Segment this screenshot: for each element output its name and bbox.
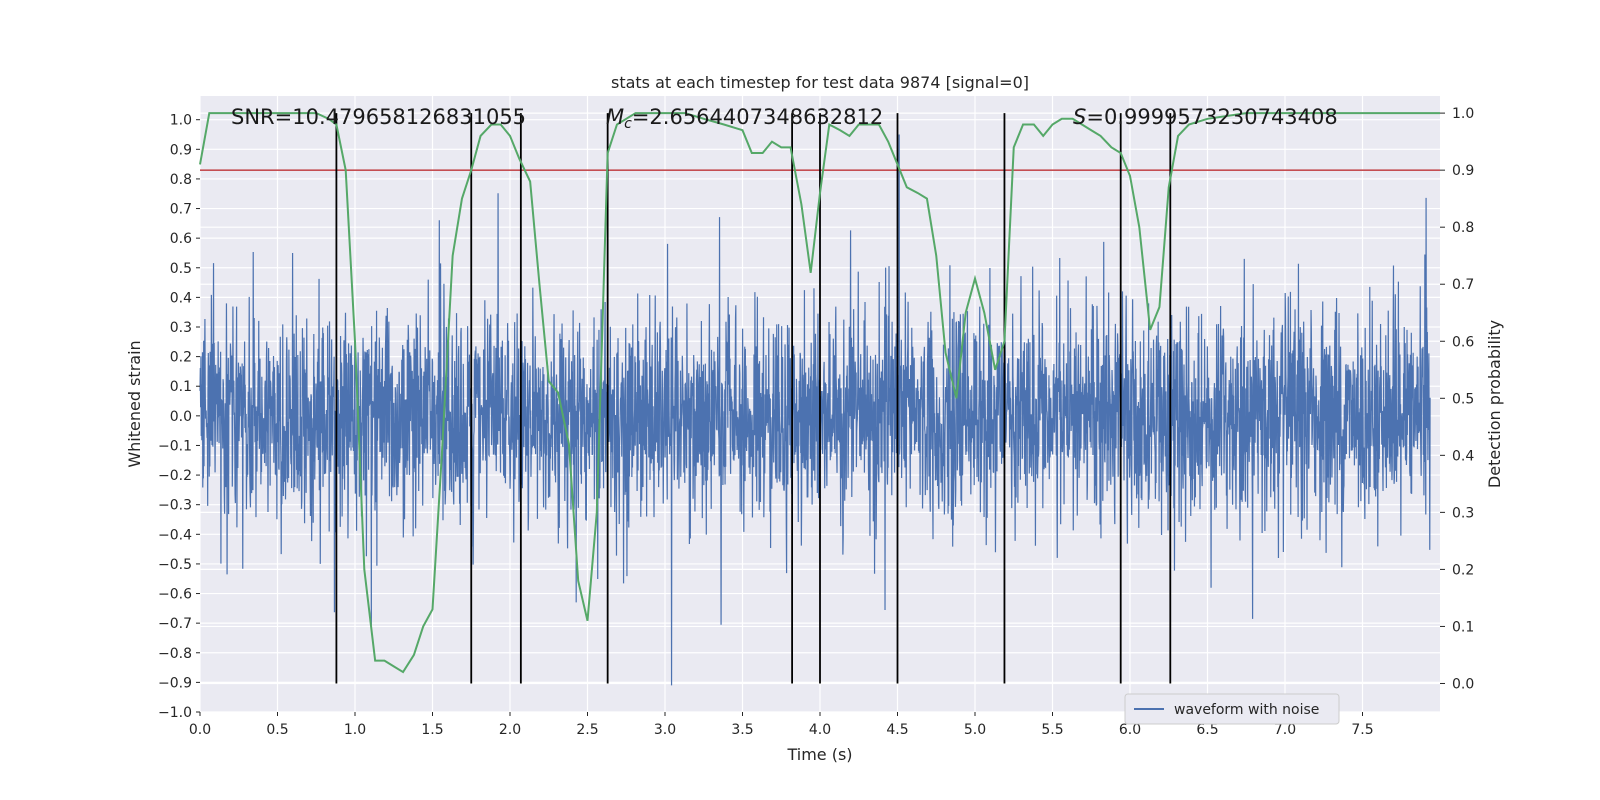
x-tick-label: 0.0 (189, 722, 211, 738)
x-tick-label: 5.5 (1041, 722, 1063, 738)
y-tick-label: 0.5 (170, 261, 192, 277)
y-tick-label: −0.8 (158, 646, 192, 662)
y-tick-label: −0.9 (158, 675, 192, 691)
y-tick-label: 0.0 (170, 409, 192, 425)
x-tick-label: 6.0 (1119, 722, 1141, 738)
y2-tick-label: 0.0 (1452, 676, 1474, 692)
x-tick-label: 0.5 (266, 722, 288, 738)
y2-tick-label: 0.2 (1452, 562, 1474, 578)
s-value: =0.9999573230743408 (1086, 105, 1337, 129)
x-tick-label: 7.5 (1351, 722, 1373, 738)
x-tick-label: 7.0 (1274, 722, 1296, 738)
chart-title: stats at each timestep for test data 987… (611, 73, 1029, 92)
y2-tick-label: 0.5 (1452, 391, 1474, 407)
y2-tick-label: 0.7 (1452, 277, 1474, 293)
x-tick-label: 3.0 (654, 722, 676, 738)
vertical-lines (335, 113, 1172, 684)
y2-tick-label: 0.9 (1452, 163, 1474, 179)
x-tick-label: 4.0 (809, 722, 831, 738)
y2-tick-label: 0.3 (1452, 505, 1474, 521)
y2-tick-label: 1.0 (1452, 106, 1474, 122)
y2-axis-label: Detection probability (1485, 320, 1504, 488)
y-tick-label: 0.3 (170, 320, 192, 336)
y-tick-label: 1.0 (170, 113, 192, 129)
legend-box (1124, 693, 1340, 725)
y-tick-label: −1.0 (158, 705, 192, 721)
chirp-mass-symbol: M (606, 105, 624, 129)
s-symbol: S (1073, 105, 1086, 129)
y2-tick-label: 0.6 (1452, 334, 1474, 350)
chirp-mass-subscript: c (624, 116, 632, 132)
y-ticks: −1.0 −0.9 −0.8 −0.7 −0.6 −0.5 −0.4 −0.3 −0.2 −0.1… (158, 113, 200, 721)
x-tick-label: 2.5 (576, 722, 598, 738)
x-axis-label: Time (s) (786, 745, 852, 764)
y-tick-label: −0.3 (158, 498, 192, 514)
y-tick-label: 0.1 (170, 379, 192, 395)
x-tick-label: 3.5 (731, 722, 753, 738)
snr-annotation: SNR=10.479658126831055 (231, 105, 526, 129)
y-tick-label: −0.6 (158, 587, 192, 603)
legend-label: waveform with noise (1174, 702, 1319, 718)
x-tick-label: 2.0 (499, 722, 521, 738)
detection-probability-line (199, 112, 1440, 674)
x-tick-label: 4.5 (886, 722, 908, 738)
series-waveform-with-noise (199, 134, 1431, 686)
y-tick-label: −0.5 (158, 557, 192, 573)
y-tick-label: −0.7 (158, 616, 192, 632)
legend: waveform with noise (1124, 693, 1340, 725)
waveform-trace (199, 134, 1431, 686)
y-tick-label: 0.4 (170, 290, 192, 306)
x-tick-label: 1.5 (421, 722, 443, 738)
y2-tick-label: 0.8 (1452, 220, 1474, 236)
y-tick-label: −0.4 (158, 527, 192, 543)
y2-tick-label: 0.1 (1452, 619, 1474, 635)
y-tick-label: −0.1 (158, 438, 192, 454)
y2-ticks: 0.0 0.1 0.2 0.3 0.4 0.5 0.6 0.7 0.8 0.9 1.0 (1440, 106, 1474, 692)
y-tick-label: 0.8 (170, 172, 192, 188)
y-axis-label: Whitened strain (125, 340, 144, 467)
y-tick-label: 0.9 (170, 142, 192, 158)
y-tick-label: 0.6 (170, 231, 192, 247)
s-annotation: S=0.9999573230743408 (1073, 105, 1338, 129)
series-detection-probability (199, 112, 1440, 674)
x-ticks: 0.0 0.5 1.0 1.5 2.0 2.5 3.0 3.5 4.0 4.5 5.0 5.5 6.0 6… (189, 712, 1374, 738)
x-tick-label: 5.0 (964, 722, 986, 738)
y-tick-label: 0.7 (170, 202, 192, 218)
chirp-mass-value: =2.6564407348632812 (632, 105, 883, 129)
chirp-mass-annotation: Mc=2.6564407348632812 (606, 105, 883, 132)
y2-tick-label: 0.4 (1452, 448, 1474, 464)
x-tick-label: 6.5 (1196, 722, 1218, 738)
x-tick-label: 1.0 (344, 722, 366, 738)
y-tick-label: 0.2 (170, 350, 192, 366)
y-tick-label: −0.2 (158, 468, 192, 484)
